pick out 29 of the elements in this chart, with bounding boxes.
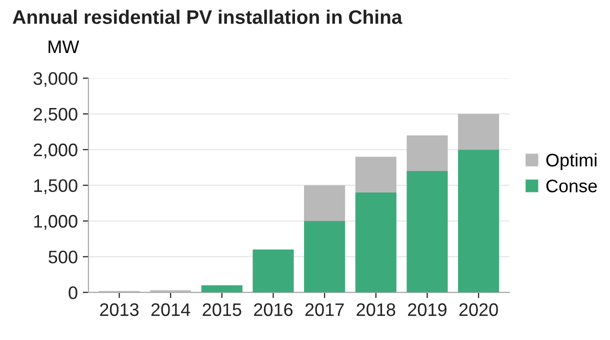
x-tick-label: 2017 <box>305 303 344 316</box>
x-tick-label: 2015 <box>202 303 242 316</box>
bar <box>355 156 396 192</box>
x-tick-label: 2018 <box>356 303 396 316</box>
y-axis-title: MW <box>48 40 80 54</box>
y-tick-label: 3,000 <box>34 72 78 88</box>
bar <box>304 185 346 221</box>
x-tick-label: 2014 <box>151 303 190 316</box>
y-tick-label: 0 <box>68 286 78 300</box>
bar <box>304 221 346 292</box>
bar <box>406 135 448 172</box>
y-tick-label: 2,500 <box>34 108 78 123</box>
legend-label: Conse <box>546 180 597 192</box>
y-tick-label: 500 <box>48 250 78 264</box>
x-tick-label: 2016 <box>254 303 293 316</box>
y-tick-label: 2,000 <box>34 144 78 158</box>
x-tick-label: 2019 <box>408 303 446 316</box>
y-tick-label: 1,000 <box>34 214 78 230</box>
bar <box>458 114 500 150</box>
x-tick-label: 2013 <box>100 303 139 316</box>
y-tick-label: 1,500 <box>34 179 78 194</box>
bar <box>201 285 242 292</box>
legend-label: Optimi <box>546 153 596 170</box>
x-tick-label: 2020 <box>459 303 498 316</box>
bar <box>406 171 448 292</box>
bar <box>355 192 396 292</box>
chart-title: Annual residential PV installation in China <box>12 10 402 24</box>
bar <box>458 150 500 292</box>
bar <box>252 250 294 292</box>
